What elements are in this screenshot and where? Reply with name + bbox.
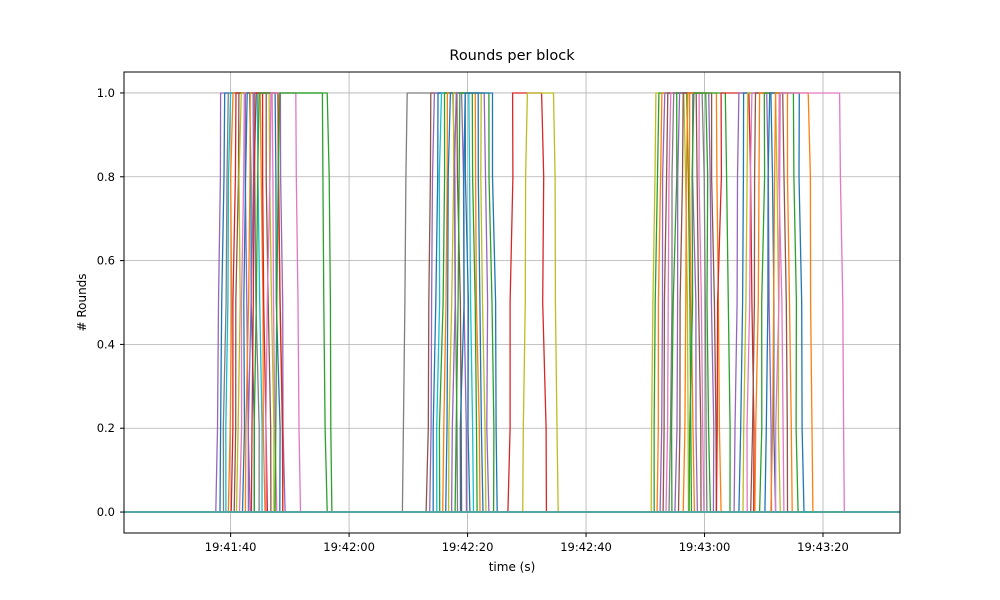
x-tick-label: 19:42:00 xyxy=(323,540,375,554)
series-line xyxy=(124,92,900,513)
y-tick-label: 0.2 xyxy=(97,421,115,435)
x-tick-label: 19:43:20 xyxy=(797,540,849,554)
y-axis-label: # Rounds xyxy=(75,273,89,331)
x-axis-label: time (s) xyxy=(489,560,536,574)
y-tick-label: 1.0 xyxy=(97,86,115,100)
x-tick-label: 19:43:00 xyxy=(679,540,731,554)
series-line xyxy=(124,92,900,513)
series-line xyxy=(124,92,900,513)
y-tick-label: 0.0 xyxy=(97,505,115,519)
series-line xyxy=(124,92,900,513)
x-tick-label: 19:41:40 xyxy=(205,540,257,554)
plot-border xyxy=(123,71,901,534)
y-tick-label: 0.4 xyxy=(97,337,115,351)
y-tick-label: 0.8 xyxy=(97,170,115,184)
y-tick-label: 0.6 xyxy=(97,254,115,268)
series-line xyxy=(124,92,900,513)
chart-title: Rounds per block xyxy=(449,48,575,64)
x-tick-label: 19:42:40 xyxy=(560,540,612,554)
x-tick-label: 19:42:20 xyxy=(442,540,494,554)
series-line xyxy=(124,92,900,513)
series-line xyxy=(124,92,900,513)
